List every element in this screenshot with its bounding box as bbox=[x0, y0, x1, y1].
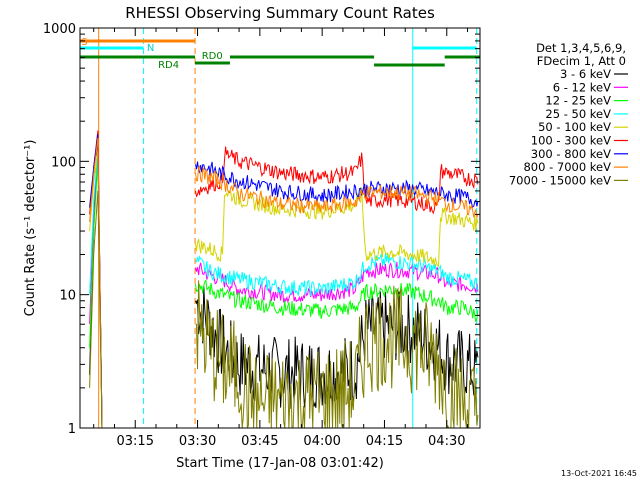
series-7000-15000keV bbox=[89, 190, 479, 429]
y-tick-label: 1000 bbox=[43, 22, 76, 37]
legend-entry-label: 300 - 800 keV bbox=[531, 147, 611, 161]
y-tick-label: 100 bbox=[51, 155, 76, 170]
legend-header: FDecim 1, Att 0 bbox=[537, 54, 626, 68]
legend-entry-label: 25 - 50 keV bbox=[545, 107, 611, 121]
x-tick-label: 04:30 bbox=[428, 434, 465, 449]
x-axis-label: Start Time (17-Jan-08 03:01:42) bbox=[176, 456, 384, 471]
series-line-8 bbox=[89, 190, 479, 429]
night-label: N bbox=[147, 43, 154, 54]
y-axis: 1 10 100 1000 bbox=[43, 22, 480, 437]
saa-label: S bbox=[81, 37, 87, 48]
legend: Det 1,3,4,5,6,9,FDecim 1, Att 03 - 6 keV… bbox=[509, 41, 628, 187]
legend-header: Det 1,3,4,5,6,9, bbox=[536, 41, 626, 55]
x-tick-label: 03:45 bbox=[241, 434, 278, 449]
legend-entry-label: 50 - 100 keV bbox=[538, 120, 611, 134]
y-tick-label: 10 bbox=[59, 289, 76, 304]
chart-title: RHESSI Observing Summary Count Rates bbox=[125, 4, 435, 22]
x-tick-label: 04:00 bbox=[303, 434, 340, 449]
x-tick-label: 04:15 bbox=[366, 434, 403, 449]
rd4-label: RD4 bbox=[158, 60, 179, 71]
legend-entry-label: 800 - 7000 keV bbox=[523, 160, 611, 174]
legend-entry-label: 100 - 300 keV bbox=[531, 134, 611, 148]
legend-entry-label: 6 - 12 keV bbox=[553, 80, 611, 94]
y-axis-label: Count Rate (s⁻¹ detector⁻¹) bbox=[23, 140, 38, 317]
timestamp: 13-Oct-2021 16:45 bbox=[561, 469, 637, 478]
legend-entry-label: 3 - 6 keV bbox=[560, 67, 611, 81]
state-annotations: S N RD4 RD0 bbox=[80, 28, 480, 428]
y-tick-label: 1 bbox=[68, 422, 76, 437]
series-layer bbox=[89, 130, 479, 429]
plot-frame bbox=[79, 27, 481, 429]
x-tick-label: 03:30 bbox=[179, 434, 216, 449]
legend-entry-label: 7000 - 15000 keV bbox=[509, 173, 611, 187]
x-axis: 03:15 03:30 03:45 04:00 04:15 04:30 bbox=[93, 28, 469, 449]
rd0-label: RD0 bbox=[202, 51, 223, 62]
x-tick-label: 03:15 bbox=[117, 434, 154, 449]
legend-entry-label: 12 - 25 keV bbox=[545, 94, 611, 108]
